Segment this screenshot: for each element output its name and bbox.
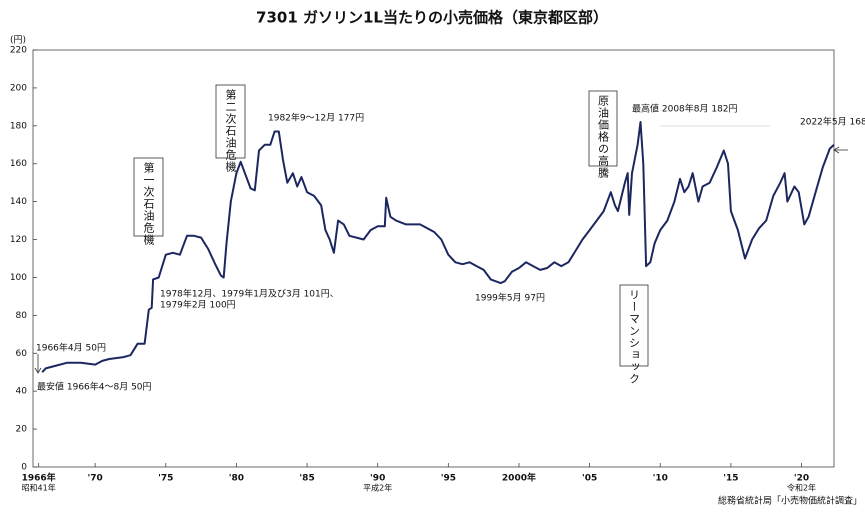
x-tick-label: '20 — [794, 474, 809, 484]
y-tick-label: 120 — [10, 235, 27, 245]
y-tick-label: 200 — [10, 83, 27, 93]
x-tick-label: '80 — [229, 474, 244, 484]
plot-frame — [32, 49, 835, 468]
annotation: 1982年9～12月 177円 — [268, 112, 364, 124]
annotation: 最安値 1966年4～8月 50円 — [37, 381, 152, 393]
annotation: 1966年4月 50円 — [36, 342, 106, 354]
y-tick-label: 220 — [10, 46, 27, 56]
arrow-head — [34, 367, 42, 374]
annotation: 1978年12月、1979年1月及び3月 101円、 — [160, 288, 339, 300]
y-tick-label: 100 — [10, 273, 27, 283]
y-tick-label: 160 — [10, 159, 27, 169]
y-tick-label: 140 — [10, 197, 27, 207]
x-tick-sublabel: 昭和41年 — [22, 483, 56, 493]
event-label: 第一次石油危機 — [142, 161, 155, 246]
x-tick-label: 1966年 — [22, 472, 56, 484]
x-tick-label: '95 — [441, 474, 456, 484]
y-tick-label: 0 — [21, 463, 27, 473]
annotation: 1979年2月 100円 — [160, 299, 236, 311]
y-tick-label: 40 — [16, 387, 28, 397]
x-tick-label: '10 — [653, 474, 668, 484]
y-tick-label: 60 — [16, 349, 28, 359]
y-tick-label: 80 — [16, 311, 28, 321]
event-box — [588, 90, 618, 167]
x-tick-sublabel: 平成2年 — [363, 483, 392, 493]
annotation: 最高値 2008年8月 182円 — [632, 103, 738, 115]
source: 総務省統計局「小売物価統計調査」 — [718, 495, 862, 507]
x-tick-label: '90 — [370, 474, 385, 484]
event-label: 原油価格の高騰 — [597, 95, 610, 179]
x-tick-label: '70 — [88, 474, 103, 484]
arrow-head — [833, 146, 840, 154]
annotation: 1999年5月 97円 — [475, 292, 545, 304]
x-tick-label: '15 — [723, 474, 738, 484]
x-tick-label: '75 — [158, 474, 173, 484]
x-tick-label: '05 — [582, 474, 597, 484]
price-line — [41, 121, 835, 373]
y-unit: (円) — [10, 35, 26, 46]
x-tick-sublabel: 令和2年 — [787, 483, 816, 493]
annotation: 2022年5月 168円 — [800, 116, 865, 128]
event-box — [215, 84, 246, 159]
event-box — [619, 284, 649, 367]
event-box — [133, 157, 164, 237]
event-label: 第二次石油危機 — [224, 88, 237, 173]
chart-title: 7301 ガソリン1L当たりの小売価格（東京都区部） — [256, 9, 608, 27]
x-tick-label: '85 — [299, 474, 314, 484]
event-label: リーマンショック — [628, 289, 641, 385]
y-tick-label: 20 — [16, 425, 28, 435]
x-tick-label: 2000年 — [502, 472, 536, 484]
y-tick-label: 180 — [10, 121, 27, 131]
